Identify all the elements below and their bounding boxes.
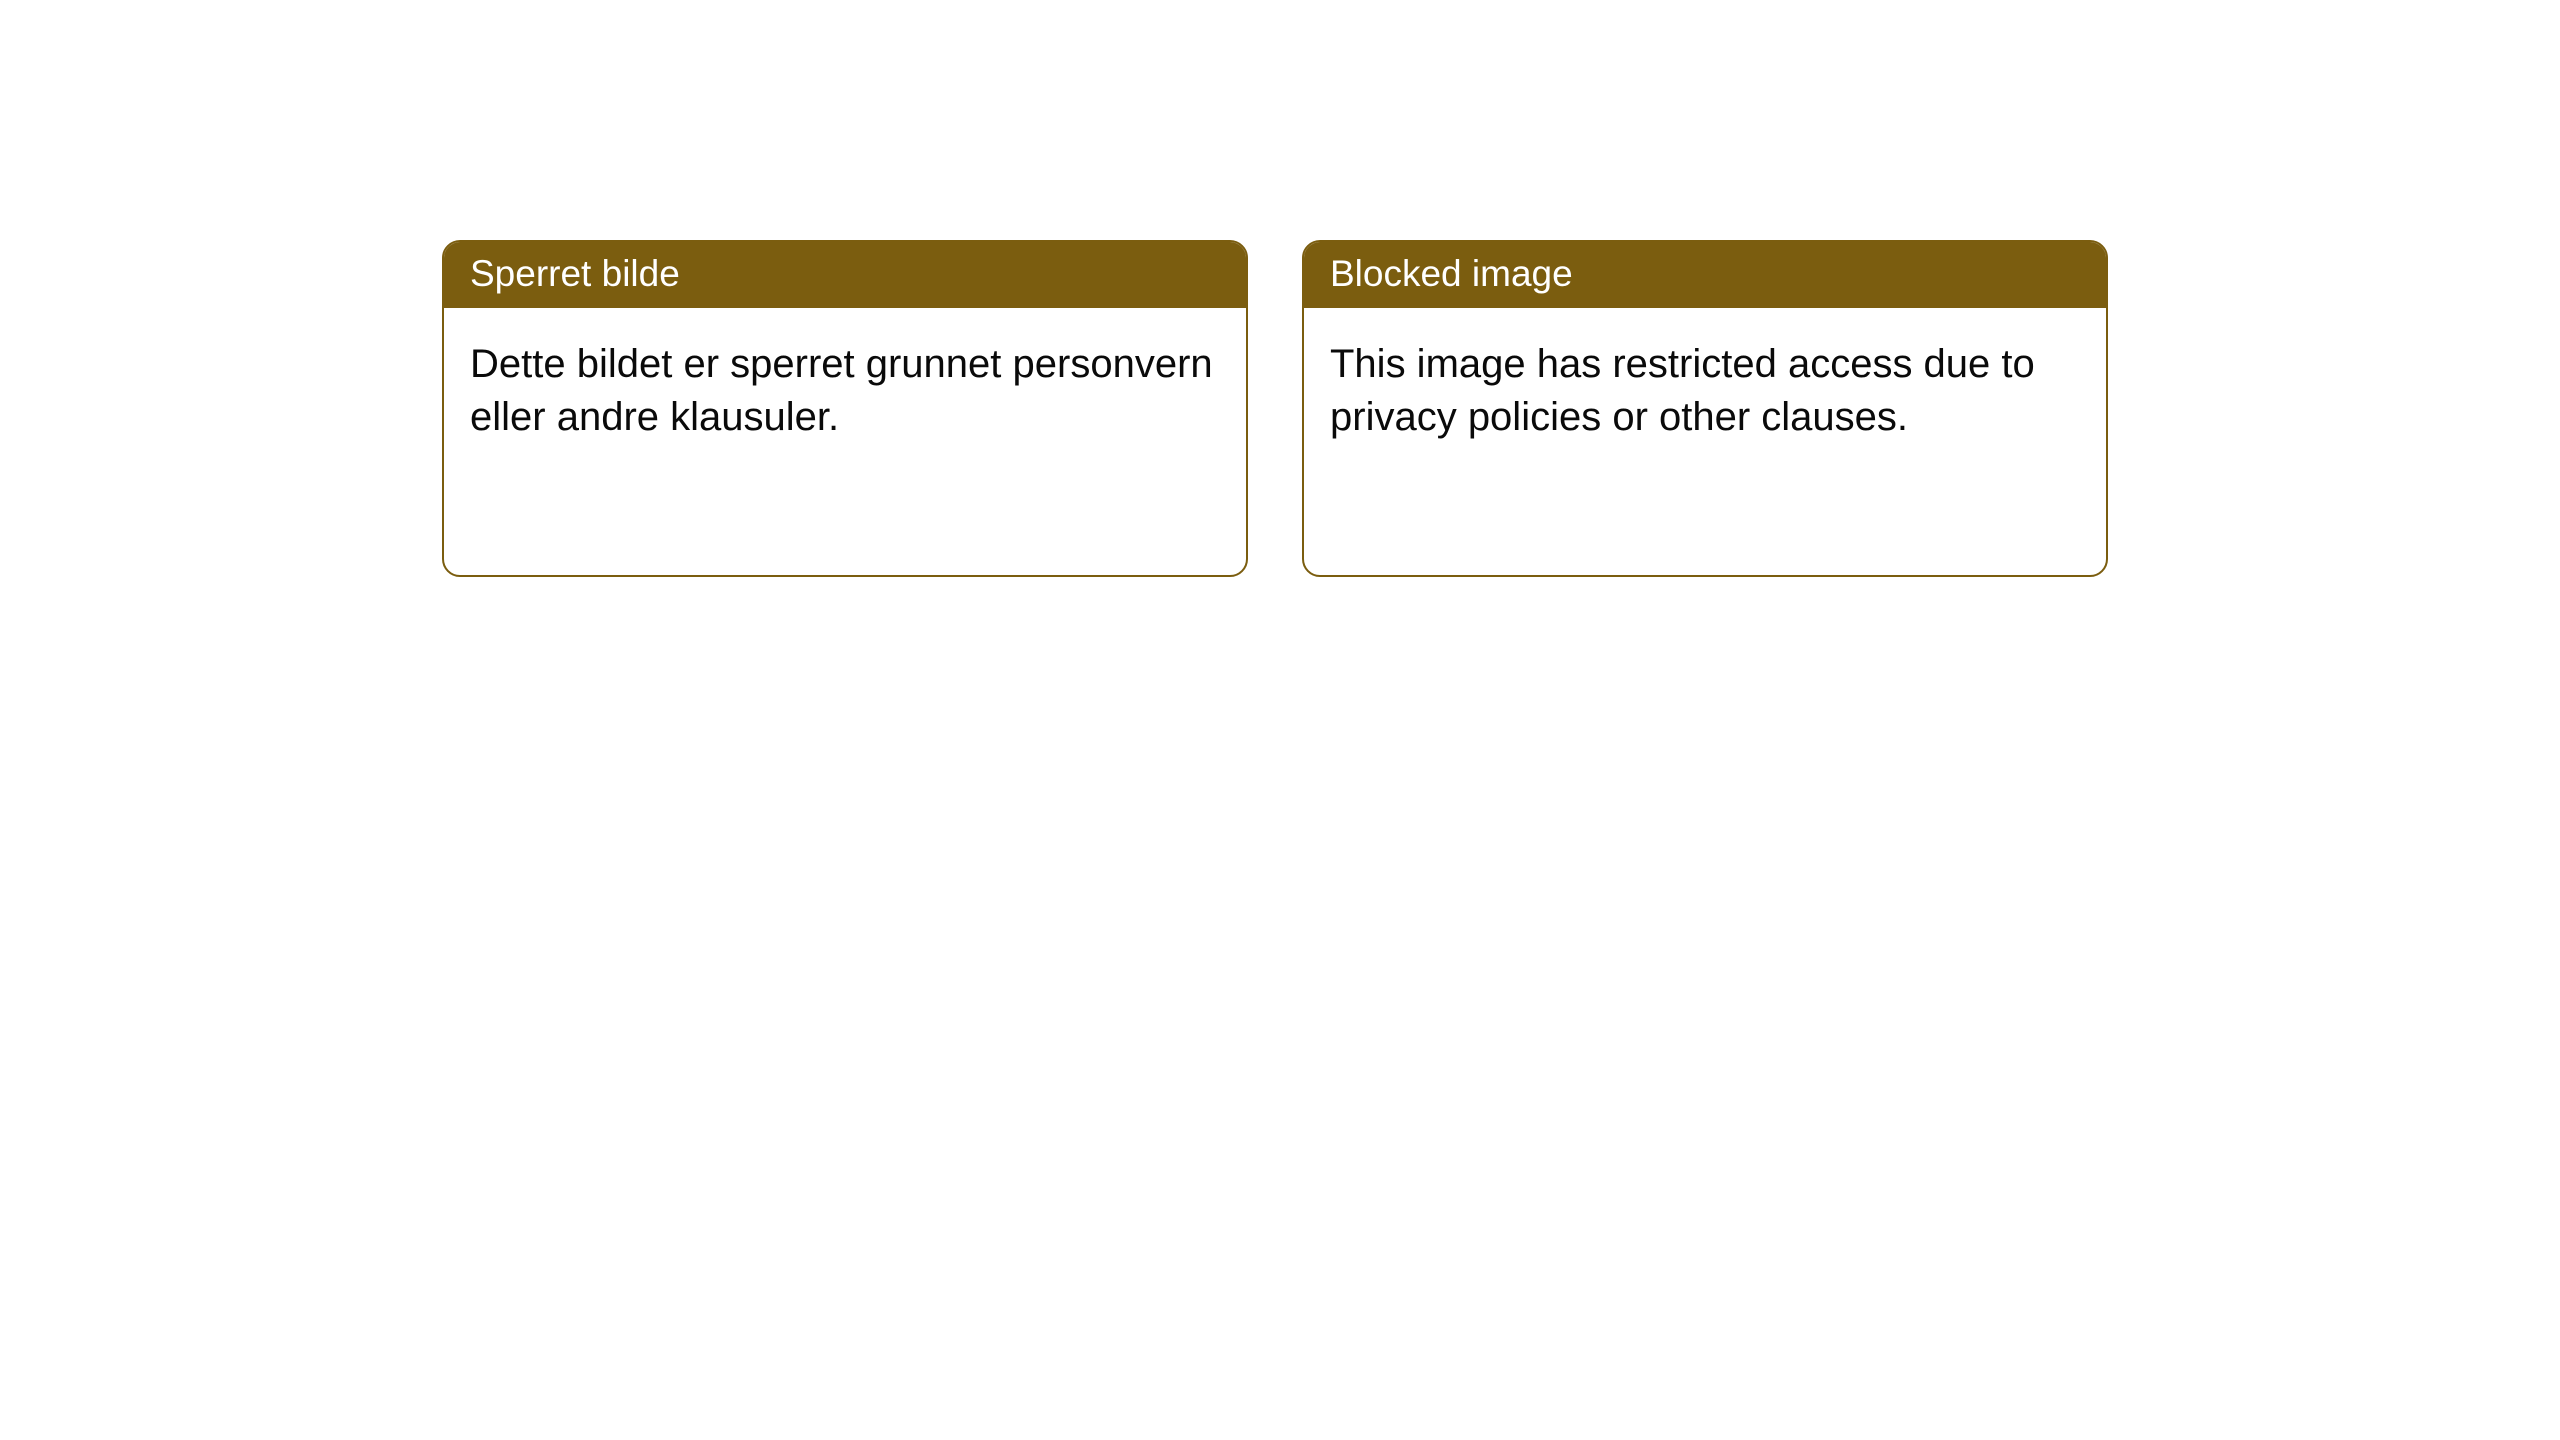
notice-title: Sperret bilde [444, 242, 1246, 308]
notice-body: This image has restricted access due to … [1304, 308, 2106, 474]
notice-body: Dette bildet er sperret grunnet personve… [444, 308, 1246, 474]
notice-title: Blocked image [1304, 242, 2106, 308]
notice-card-norwegian: Sperret bilde Dette bildet er sperret gr… [442, 240, 1248, 577]
notice-card-english: Blocked image This image has restricted … [1302, 240, 2108, 577]
notice-container: Sperret bilde Dette bildet er sperret gr… [0, 0, 2560, 577]
